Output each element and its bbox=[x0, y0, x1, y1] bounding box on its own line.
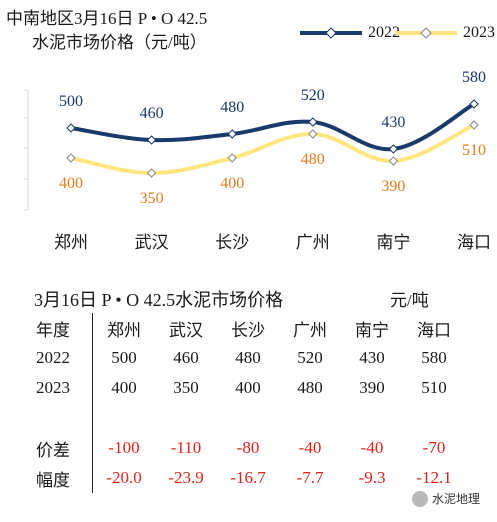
series-line-2023 bbox=[70, 123, 475, 175]
table-cell: 430 bbox=[359, 348, 385, 367]
data-point-2022 bbox=[308, 117, 318, 127]
data-point-2022 bbox=[469, 99, 479, 109]
table-cell: 390 bbox=[359, 378, 385, 397]
column-header: 广州 bbox=[293, 320, 327, 340]
legend-label-2022: 2022 bbox=[368, 24, 400, 41]
table-row: 2022 500 460 480 520 430 580 bbox=[14, 343, 465, 373]
data-label-2022: 500 bbox=[59, 93, 83, 110]
table-cell: -80 bbox=[236, 438, 260, 457]
data-label-2023: 400 bbox=[220, 175, 244, 192]
data-point-2023 bbox=[469, 120, 479, 130]
data-label-2022: 580 bbox=[462, 69, 486, 86]
series-line-2022 bbox=[70, 102, 476, 152]
data-label-2022: 430 bbox=[381, 114, 405, 131]
legend-item-2023: 2023 bbox=[395, 24, 495, 42]
x-tick-label: 郑州 bbox=[54, 233, 88, 252]
x-tick-label: 武汉 bbox=[135, 233, 169, 252]
table-row: 2023 400 350 400 480 390 510 bbox=[14, 373, 465, 403]
legend-line-2023-icon bbox=[395, 27, 457, 39]
x-tick-label: 南宁 bbox=[376, 233, 410, 252]
data-point-2022 bbox=[388, 144, 399, 154]
table-diff-row: 价差 -100 -110 -80 -40 -40 -70 bbox=[14, 433, 465, 463]
table-cell: 460 bbox=[173, 348, 199, 367]
table-cell: -12.1 bbox=[416, 468, 452, 487]
data-label-2023: 350 bbox=[140, 190, 164, 207]
table-cell: 520 bbox=[297, 348, 323, 367]
table-cell: 580 bbox=[421, 348, 447, 367]
column-header: 郑州 bbox=[107, 320, 141, 340]
table-cell: -110 bbox=[170, 438, 202, 457]
spacer-cell bbox=[14, 403, 93, 433]
watermark: 水泥地理 bbox=[412, 490, 480, 507]
table-cell: 500 bbox=[111, 348, 137, 367]
column-header: 海口 bbox=[417, 320, 451, 340]
data-label-2023: 400 bbox=[59, 175, 83, 192]
row-label: 2022 bbox=[14, 343, 93, 373]
legend-line-2022-icon bbox=[300, 27, 362, 39]
wechat-icon bbox=[412, 490, 428, 507]
watermark-text: 水泥地理 bbox=[432, 492, 481, 506]
data-label-2023: 390 bbox=[381, 178, 405, 195]
table-cell: 510 bbox=[421, 378, 447, 397]
column-header: 南宁 bbox=[355, 320, 389, 340]
table-cell: 400 bbox=[111, 378, 137, 397]
spacer-cell bbox=[93, 403, 466, 433]
table-title: 3月16日 P • O 42.5水泥市场价格 bbox=[34, 290, 284, 310]
table-unit: 元/吨 bbox=[390, 291, 429, 310]
data-label-2023: 510 bbox=[462, 142, 486, 159]
data-point-2022 bbox=[146, 135, 157, 145]
data-point-2022 bbox=[66, 123, 76, 133]
x-tick-label: 广州 bbox=[296, 233, 330, 252]
legend-label-2023: 2023 bbox=[463, 24, 495, 41]
data-point-2023 bbox=[146, 168, 157, 178]
price-table: 年度 郑州 武汉 长沙 广州 南宁 海口 2022 500 460 480 52… bbox=[14, 313, 465, 493]
chart-subtitle: 水泥市场价格（元/吨） bbox=[32, 33, 207, 52]
row-label: 2023 bbox=[14, 373, 93, 403]
x-tick-label: 海口 bbox=[457, 233, 491, 252]
x-tick-label: 长沙 bbox=[215, 233, 249, 252]
table-cell: 480 bbox=[297, 378, 323, 397]
table-diff-row: 幅度 -20.0 -23.9 -16.7 -7.7 -9.3 -12.1 bbox=[14, 463, 465, 493]
header-label: 年度 bbox=[14, 313, 93, 343]
table-cell: -40 bbox=[298, 438, 322, 457]
table-cell: -40 bbox=[360, 438, 384, 457]
data-point-2023 bbox=[388, 156, 399, 166]
table-cell: -16.7 bbox=[230, 468, 266, 487]
table-spacer-row bbox=[14, 403, 465, 433]
table-cell: 400 bbox=[235, 378, 261, 397]
data-label-2022: 520 bbox=[301, 87, 325, 104]
column-header: 长沙 bbox=[231, 320, 265, 340]
row-label: 价差 bbox=[14, 433, 93, 463]
table-cell: -7.7 bbox=[296, 468, 324, 487]
legend-item-2022: 2022 bbox=[300, 24, 400, 42]
table-header-row: 年度 郑州 武汉 长沙 广州 南宁 海口 bbox=[14, 313, 465, 343]
row-label: 幅度 bbox=[14, 463, 93, 493]
chart-title: 中南地区3月16日 P • O 42.5 bbox=[6, 9, 208, 28]
data-label-2023: 480 bbox=[301, 151, 325, 168]
data-label-2022: 460 bbox=[140, 105, 164, 122]
table-cell: -70 bbox=[422, 438, 446, 457]
data-point-2023 bbox=[227, 153, 237, 163]
column-header: 武汉 bbox=[169, 320, 203, 340]
table-cell: -23.9 bbox=[168, 468, 204, 487]
data-point-2023 bbox=[66, 153, 76, 163]
table-cell: 350 bbox=[173, 378, 199, 397]
table-cell: -9.3 bbox=[358, 468, 386, 487]
data-point-2023 bbox=[308, 129, 318, 139]
data-point-2022 bbox=[227, 129, 237, 139]
table-cell: -100 bbox=[108, 438, 140, 457]
data-label-2022: 480 bbox=[220, 99, 244, 116]
line-chart: 400 350 400 480 390 510 500 460 480 520 430 580 郑州 武汉… bbox=[24, 69, 491, 252]
table-cell: 480 bbox=[235, 348, 261, 367]
table-cell: -20.0 bbox=[106, 468, 142, 487]
